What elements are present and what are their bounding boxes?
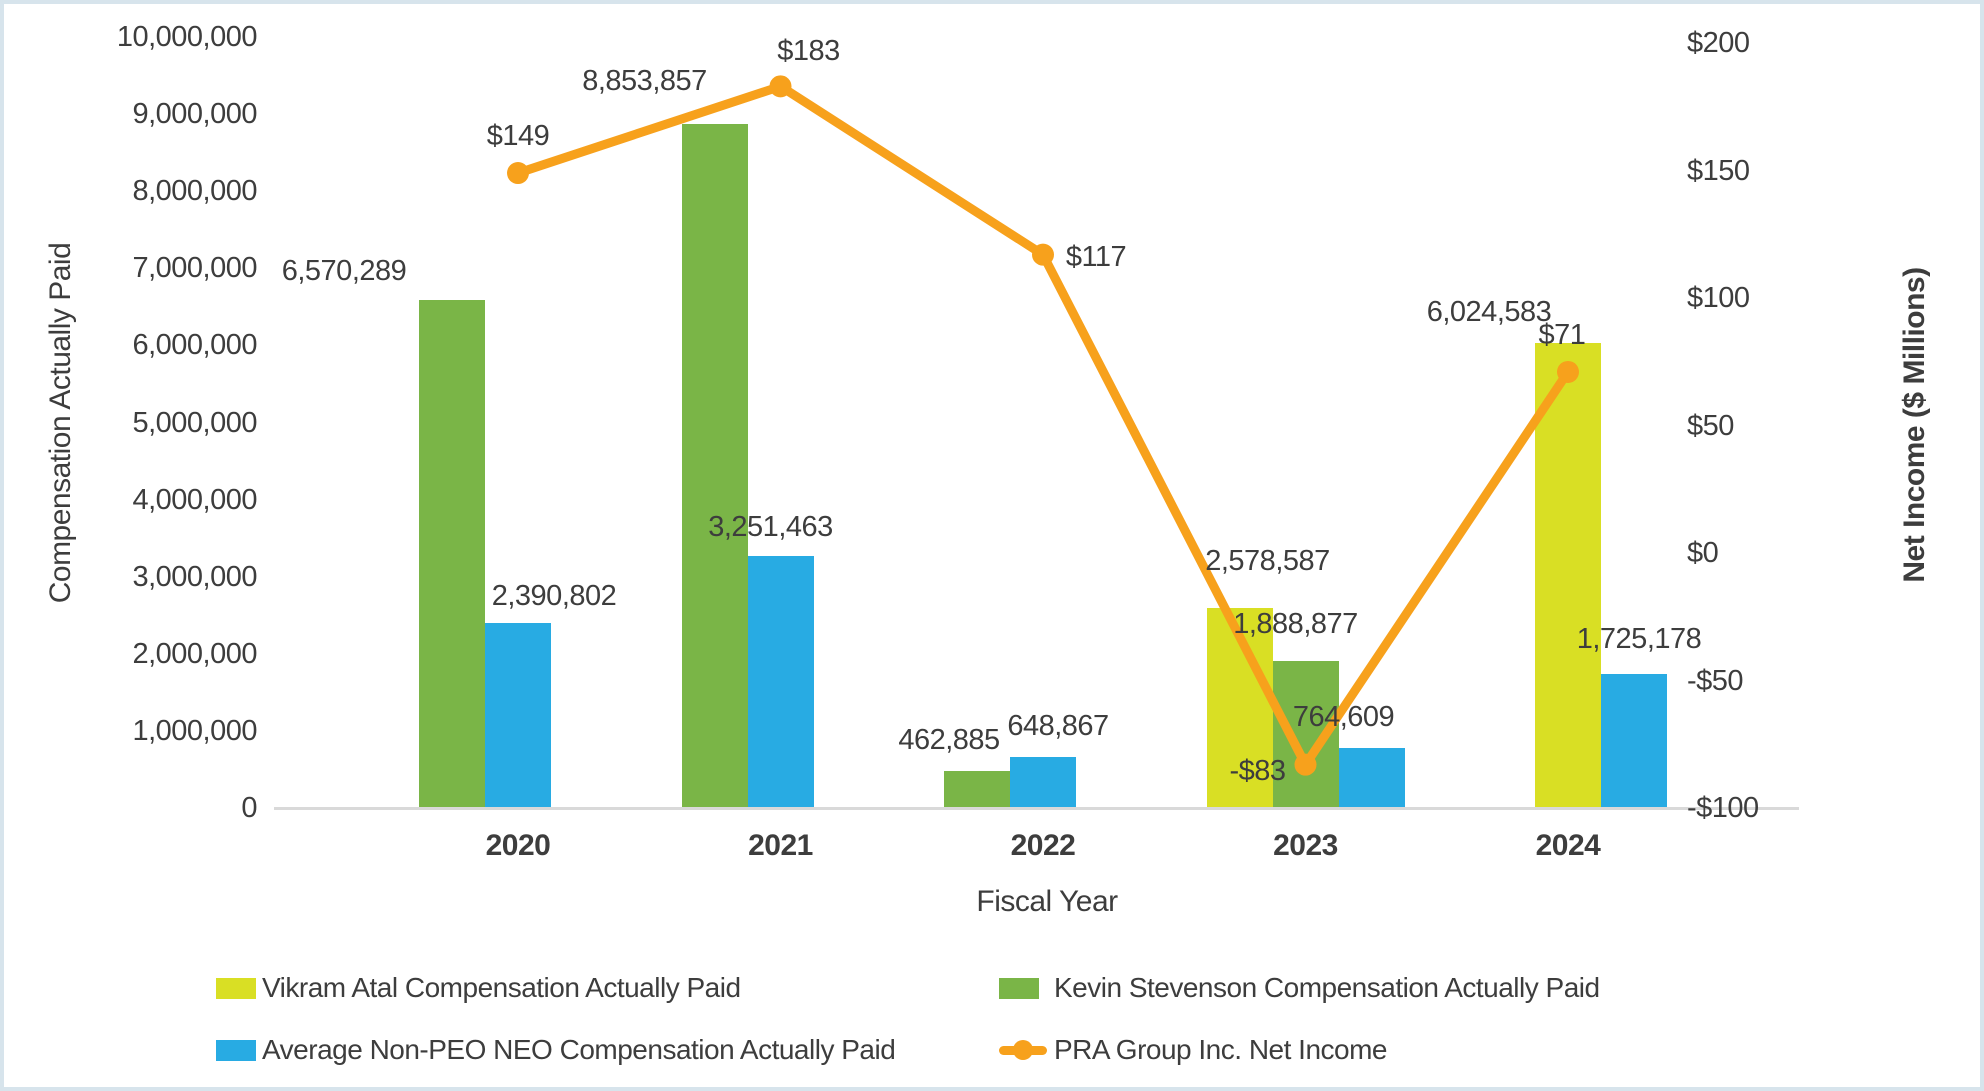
x-axis-title: Fiscal Year — [976, 885, 1118, 918]
bar-value-label: 6,024,583 — [1426, 295, 1552, 328]
bar-value-label: 764,609 — [1292, 701, 1395, 734]
left-axis-tick-label: 7,000,000 — [132, 252, 257, 285]
x-axis-line — [274, 807, 1799, 810]
left-axis-tick-label: 4,000,000 — [132, 483, 257, 516]
right-axis-tick-label: -$50 — [1687, 664, 1744, 697]
net-income-value-label: $117 — [1065, 240, 1127, 273]
legend-swatch-avg — [216, 1040, 256, 1061]
legend-swatch-kevin — [999, 978, 1039, 999]
bar-value-label: 1,888,877 — [1233, 608, 1358, 641]
bar-avg-2023 — [1338, 748, 1405, 807]
bar-value-label: 2,390,802 — [491, 579, 617, 612]
legend-line-dot-icon — [1013, 1040, 1033, 1060]
right-axis-tick-label: $0 — [1687, 537, 1719, 569]
left-axis-tick-label: 1,000,000 — [132, 714, 257, 747]
left-axis-tick-label: 9,000,000 — [132, 98, 257, 131]
right-axis-tick-label: $100 — [1687, 282, 1750, 314]
legend-label-kevin: Kevin Stevenson Compensation Actually Pa… — [1054, 972, 1600, 1003]
legend-label-vikram: Vikram Atal Compensation Actually Paid — [262, 972, 741, 1003]
left-axis-tick-label: 8,000,000 — [132, 175, 257, 208]
bar-avg-2022 — [1010, 756, 1076, 807]
net-income-marker — [507, 162, 529, 185]
bar-value-label: 2,578,587 — [1205, 545, 1330, 578]
bar-value-label: 1,725,178 — [1576, 622, 1702, 655]
legend-swatch-vikram — [216, 978, 256, 999]
left-axis-tick-label: 2,000,000 — [132, 637, 257, 670]
bar-value-label: 462,885 — [898, 724, 1000, 757]
right-axis-tick-label: $150 — [1687, 154, 1750, 187]
bar-value-label: 648,867 — [1007, 709, 1109, 742]
net-income-marker — [1032, 243, 1054, 266]
legend-label-avg: Average Non-PEO NEO Compensation Actuall… — [262, 1034, 896, 1065]
left-axis-tick-label: 5,000,000 — [132, 406, 257, 439]
legend-label-netincome: PRA Group Inc. Net Income — [1054, 1034, 1388, 1065]
left-axis-tick-label: 6,000,000 — [132, 329, 257, 362]
bar-vikram-2024 — [1535, 342, 1601, 807]
right-axis-tick-label: -$100 — [1687, 792, 1759, 824]
x-axis-tick-label-2024: 2024 — [1535, 829, 1601, 862]
bar-avg-2021 — [747, 556, 814, 807]
net-income-value-label: $183 — [777, 35, 840, 68]
x-axis-tick-label-2021: 2021 — [748, 829, 813, 862]
net-income-value-label: $149 — [486, 120, 550, 153]
bar-avg-2024 — [1601, 673, 1667, 807]
bar-value-label: 6,570,289 — [281, 255, 407, 288]
bar-kevin-2021 — [681, 124, 748, 807]
x-axis-tick-label-2020: 2020 — [485, 829, 551, 862]
net-income-value-label: $71 — [1538, 318, 1586, 351]
x-axis-tick-label-2022: 2022 — [1010, 829, 1076, 862]
net-income-marker — [769, 75, 792, 98]
left-axis-tick-label: 0 — [241, 792, 257, 824]
x-axis-tick-label-2023: 2023 — [1273, 829, 1338, 862]
left-axis-tick-label: 10,000,000 — [116, 21, 258, 53]
left-axis-tick-label: 3,000,000 — [132, 560, 257, 593]
right-axis-tick-label: $200 — [1687, 27, 1750, 59]
right-axis-tick-label: $50 — [1687, 409, 1734, 442]
bar-avg-2020 — [485, 622, 551, 807]
bar-kevin-2022 — [944, 771, 1010, 807]
bar-value-label: 3,251,463 — [708, 511, 833, 544]
bar-kevin-2020 — [419, 300, 485, 807]
bar-value-label: 8,853,857 — [582, 65, 707, 98]
right-axis-title: Net Income ($ Millions) — [1898, 267, 1931, 583]
net-income-value-label: -$83 — [1229, 754, 1286, 787]
